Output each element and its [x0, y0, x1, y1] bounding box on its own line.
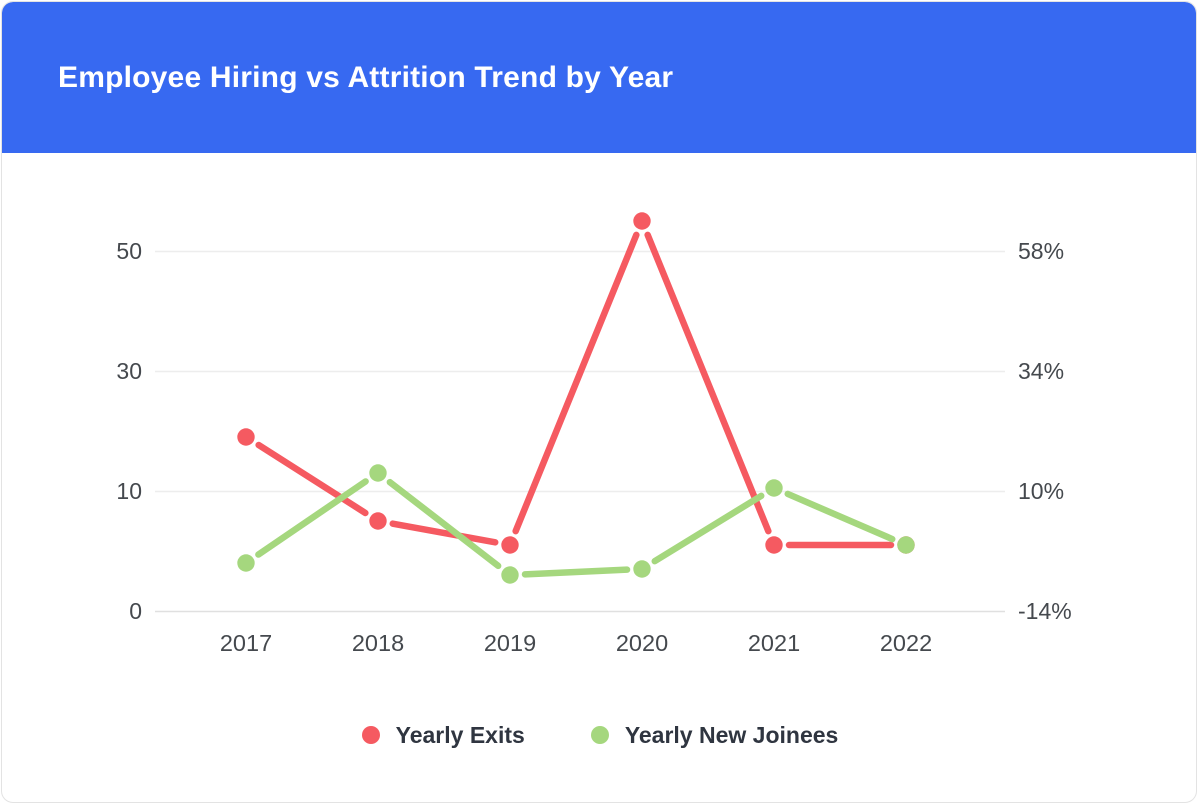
left-axis-tick-label: 10 — [116, 478, 142, 504]
chart-legend: Yearly Exits Yearly New Joinees — [2, 712, 1196, 758]
yearly-exits-point-2021[interactable] — [765, 536, 783, 554]
legend-label-yearly-exits: Yearly Exits — [395, 721, 525, 748]
x-axis-tick-label: 2022 — [880, 630, 932, 656]
yearly-exits-dot-icon — [361, 726, 380, 744]
left-axis-tick-label: 0 — [129, 598, 142, 624]
yearly-exits-line-segment — [644, 231, 772, 535]
yearly-new-joinees-point-2019[interactable] — [501, 566, 519, 584]
left-axis-tick-label: 50 — [116, 238, 142, 264]
yearly-exits-point-2020[interactable] — [633, 212, 651, 230]
yearly-new-joinees-line-segment — [386, 478, 502, 570]
yearly-exits-point-2018[interactable] — [369, 512, 387, 530]
yearly-exits-line-segment — [389, 520, 499, 546]
legend-label-yearly-new-joinees: Yearly New Joinees — [624, 721, 839, 748]
yearly-new-joinees-point-2020[interactable] — [633, 560, 651, 578]
yearly-new-joinees-line-segment — [255, 478, 369, 558]
chart-plot-area: 50 30 10 0 58% 34% 10% -14% 2017 2018 2019 2020 2021… — [2, 153, 1196, 693]
line-chart-svg: 50 30 10 0 58% 34% 10% -14% 2017 2018 2019 2020 2021… — [116, 212, 1072, 656]
right-axis-tick-label: 10% — [1018, 478, 1064, 504]
right-axis-tick-label: 58% — [1018, 238, 1064, 264]
yearly-exits-line-segment — [512, 231, 640, 535]
chart-title: Employee Hiring vs Attrition Trend by Ye… — [58, 60, 674, 94]
right-axis-tick-label: -14% — [1018, 598, 1072, 624]
left-axis-tick-label: 30 — [116, 358, 142, 384]
right-axis-tick-label: 34% — [1018, 358, 1064, 384]
legend-item-yearly-exits[interactable]: Yearly Exits — [361, 721, 525, 749]
yearly-new-joinees-line-segment — [651, 492, 765, 565]
x-axis-tick-label: 2019 — [484, 630, 536, 656]
yearly-new-joinees-point-2022[interactable] — [897, 536, 915, 554]
yearly-new-joinees-point-2021[interactable] — [765, 479, 783, 497]
yearly-exits-line-segment — [255, 441, 369, 517]
yearly-new-joinees-line-segment — [784, 490, 896, 543]
chart-header: Employee Hiring vs Attrition Trend by Ye… — [2, 2, 1196, 153]
yearly-new-joinees-line-segment — [521, 566, 631, 578]
yearly-new-joinees-dot-icon — [590, 726, 609, 744]
yearly-new-joinees-point-2017[interactable] — [237, 554, 255, 572]
x-axis-tick-label: 2021 — [748, 630, 800, 656]
x-axis-tick-label: 2020 — [616, 630, 668, 656]
x-axis-tick-label: 2018 — [352, 630, 404, 656]
yearly-new-joinees-point-2018[interactable] — [369, 464, 387, 482]
yearly-exits-point-2017[interactable] — [237, 428, 255, 446]
legend-item-yearly-new-joinees[interactable]: Yearly New Joinees — [590, 721, 839, 749]
x-axis-tick-label: 2017 — [220, 630, 272, 656]
yearly-exits-point-2019[interactable] — [501, 536, 519, 554]
